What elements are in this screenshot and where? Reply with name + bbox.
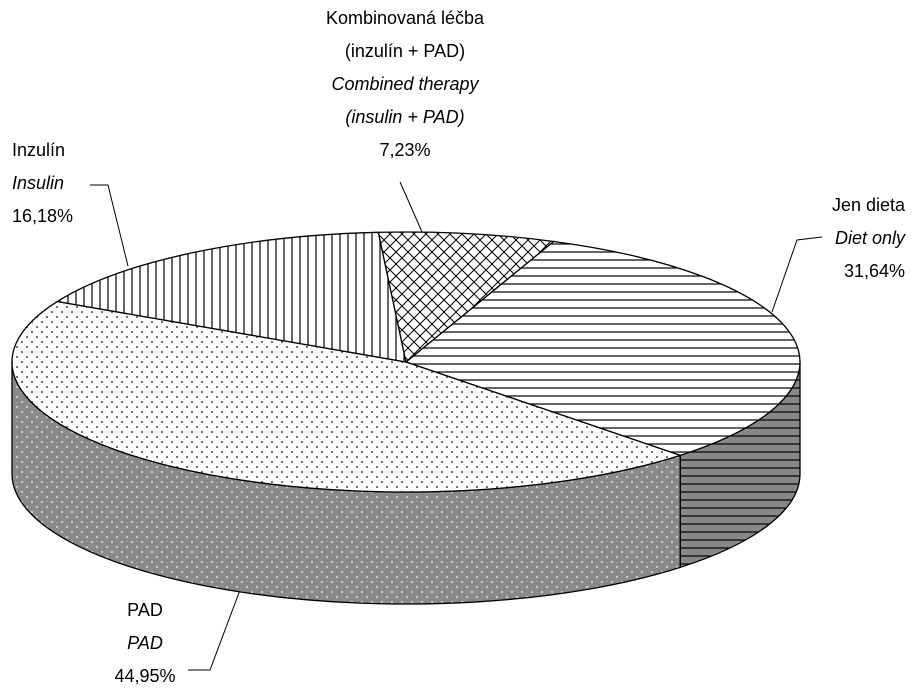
slice-label: Kombinovaná léčba (inzulín + PAD) Combine… bbox=[305, 2, 505, 167]
leader-line bbox=[90, 184, 129, 267]
category-label: Kombinovaná léčba (inzulín + PAD) bbox=[325, 8, 485, 61]
value-label: 16,18% bbox=[12, 206, 74, 226]
category-label: Jen dieta bbox=[831, 195, 905, 215]
slice-label: Jen dieta Diet only 31,64% bbox=[705, 189, 905, 288]
value-label: 31,64% bbox=[843, 261, 905, 281]
category-label: Inzulín bbox=[12, 140, 66, 160]
pie-tops bbox=[11, 231, 801, 493]
leader-line bbox=[399, 181, 423, 233]
slice-label: PAD PAD 44,95% bbox=[45, 594, 245, 693]
pie-slice bbox=[404, 240, 801, 457]
pie-slice bbox=[55, 231, 407, 363]
leader-line bbox=[188, 589, 241, 671]
pie-slice bbox=[377, 231, 556, 364]
slice-label: Inzulín Insulin 16,18% bbox=[12, 134, 212, 233]
category-label-en: Diet only bbox=[834, 228, 905, 248]
category-label-en: Combined therapy (insulin + PAD) bbox=[331, 74, 479, 127]
category-label-en: Insulin bbox=[12, 173, 65, 193]
leader-lines bbox=[90, 181, 823, 671]
category-label: PAD bbox=[127, 600, 163, 620]
value-label: 7,23% bbox=[379, 140, 431, 160]
leader-line bbox=[771, 236, 823, 313]
category-label-en: PAD bbox=[127, 633, 163, 653]
value-label: 44,95% bbox=[114, 666, 176, 686]
pie-slice bbox=[11, 300, 683, 493]
